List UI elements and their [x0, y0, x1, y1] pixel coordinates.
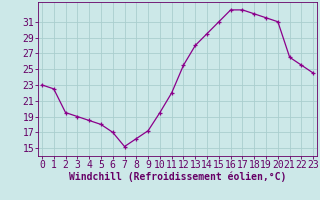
- X-axis label: Windchill (Refroidissement éolien,°C): Windchill (Refroidissement éolien,°C): [69, 172, 286, 182]
